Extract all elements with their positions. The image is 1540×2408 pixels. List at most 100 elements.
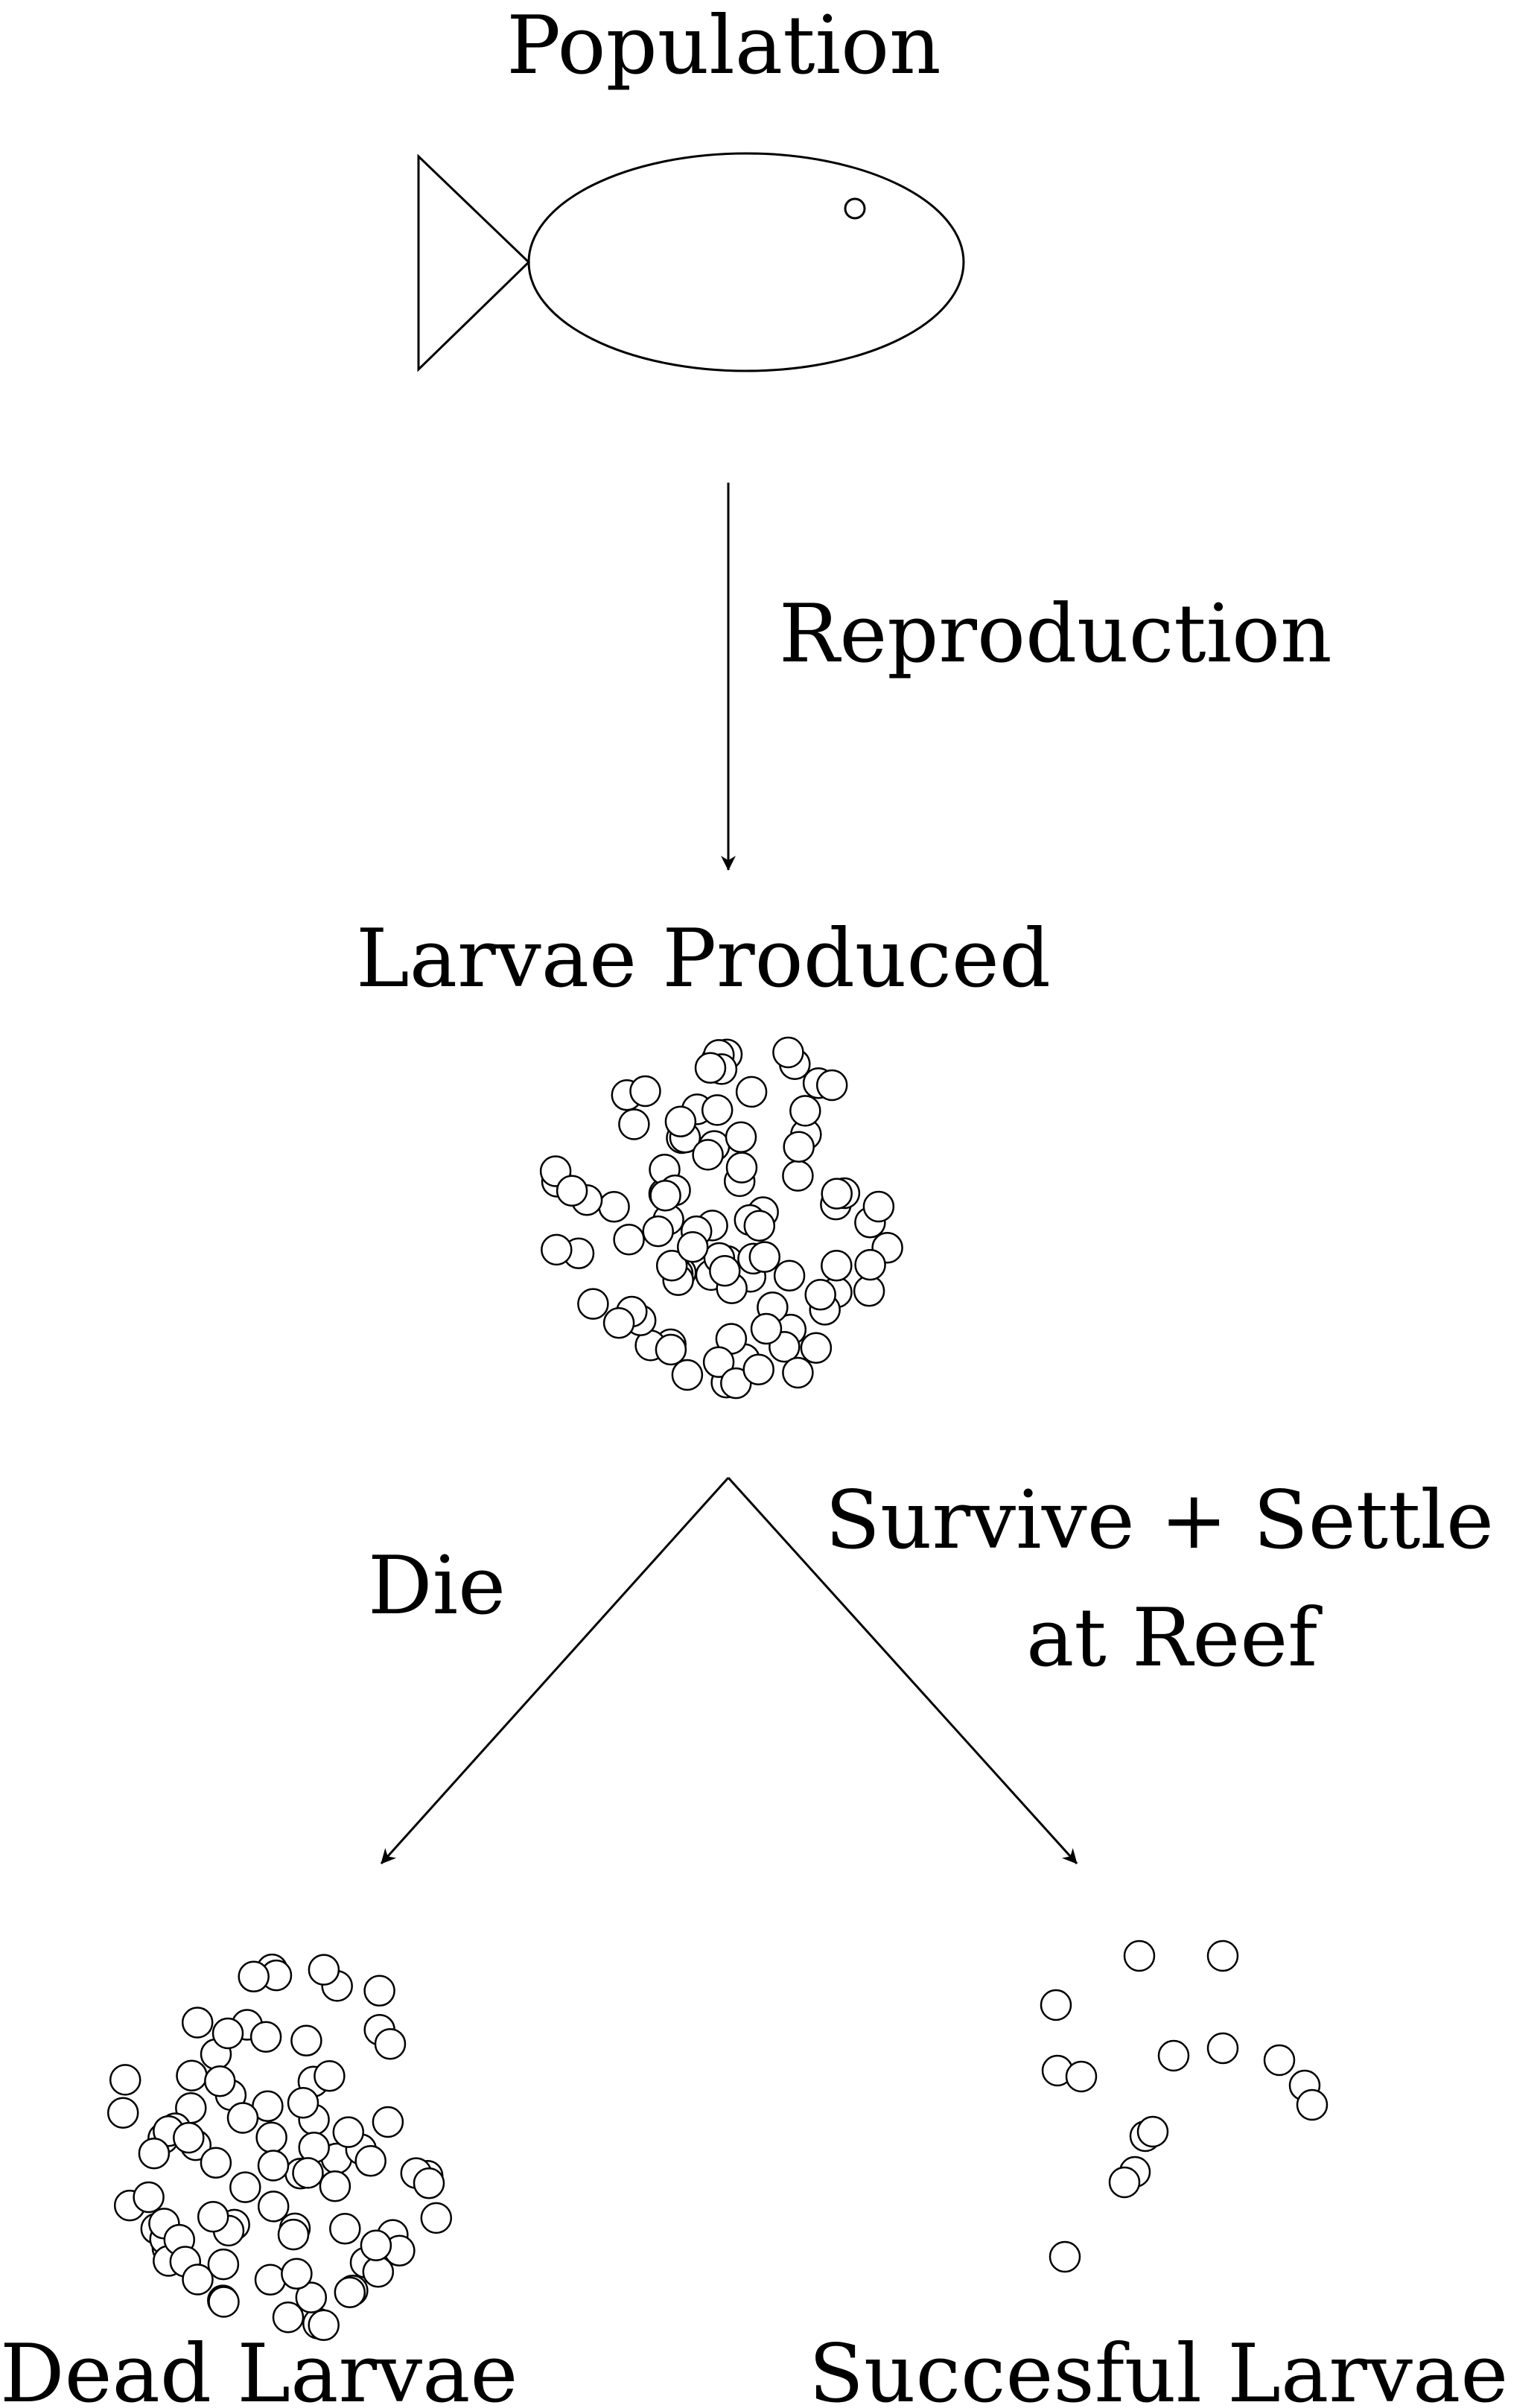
larva-dot: [821, 1178, 853, 1210]
larva-dot: [671, 1359, 704, 1391]
dead-larva-dot: [372, 2106, 404, 2138]
larva-dot: [725, 1151, 758, 1184]
successful-larva-dot: [1263, 2044, 1296, 2077]
larva-dot: [694, 1052, 727, 1084]
dead-larva-dot: [362, 2255, 395, 2288]
dead-larva-dot: [413, 2167, 445, 2199]
dead-larva-dot: [106, 2097, 139, 2129]
dead-larva-dot: [208, 2286, 240, 2318]
larva-dot: [821, 1250, 853, 1282]
successful-larva-dot: [1206, 2032, 1239, 2065]
fish-icon: [417, 152, 965, 372]
larva-dot: [743, 1210, 776, 1242]
dead-larva-dot: [374, 2027, 407, 2060]
larva-dot: [748, 1241, 781, 1273]
successful-larva-dot: [1206, 1940, 1239, 1972]
dead-larva-dot: [181, 2007, 214, 2039]
larva-dot: [789, 1095, 821, 1127]
dead-larva-dot: [249, 2021, 282, 2053]
successful-larva-dot: [1065, 2060, 1098, 2093]
successful-larva-dot: [1136, 2115, 1169, 2148]
successful-larvae-cluster: [1040, 1940, 1329, 2273]
dead-larva-dot: [204, 2065, 236, 2097]
dead-larva-dot: [332, 2116, 365, 2148]
larva-dot: [655, 1249, 688, 1282]
larva-dot: [735, 1076, 768, 1108]
larva-dot: [649, 1179, 681, 1212]
die-arrow: [380, 1476, 730, 1865]
dead-larva-dot: [308, 2309, 340, 2342]
larvae-produced-cluster: [539, 1036, 903, 1400]
successful-larva-dot: [1049, 2240, 1081, 2273]
successful-larva-dot: [1123, 1940, 1156, 1972]
dead-larva-dot: [173, 2121, 205, 2154]
dead-larva-dot: [255, 2121, 287, 2153]
larva-dot: [598, 1191, 630, 1223]
dead-larva-dot: [176, 2059, 208, 2091]
reproduction-label: Reproduction: [779, 588, 1332, 681]
dead-larva-dot: [281, 2258, 313, 2290]
survive-label-line2: at Reef: [1026, 1592, 1323, 1685]
die-label: Die: [368, 1540, 506, 1633]
larva-dot: [854, 1248, 886, 1281]
larva-dot: [804, 1279, 836, 1311]
dead-larvae-cluster: [106, 1953, 453, 2342]
dead-larvae-label: Dead Larvae: [0, 2328, 518, 2408]
larvae-produced-label: Larvae Produced: [356, 912, 1051, 1006]
larva-dot: [702, 1346, 735, 1379]
larva-dot: [782, 1160, 814, 1192]
larva-dot: [782, 1356, 814, 1389]
dead-larva-dot: [182, 2264, 214, 2296]
successful-larvae-label: Succesful Larvae: [809, 2328, 1508, 2408]
dead-larva-dot: [287, 2086, 319, 2119]
larva-dot: [725, 1121, 757, 1154]
larva-dot: [602, 1306, 635, 1339]
successful-larva-dot: [1108, 2166, 1141, 2199]
larva-dot: [613, 1223, 645, 1256]
larva-dot: [772, 1036, 804, 1069]
successful-larva-dot: [1040, 1989, 1072, 2021]
larva-dot: [773, 1259, 806, 1292]
dead-larva-dot: [229, 2171, 261, 2203]
successful-larva-dot: [1296, 2088, 1329, 2121]
dead-larva-dot: [354, 2145, 386, 2177]
dead-larva-dot: [257, 2191, 290, 2223]
dead-larva-dot: [360, 2229, 392, 2261]
dead-larva-dot: [295, 2281, 328, 2313]
larva-dot: [692, 1139, 724, 1171]
larva-dot: [815, 1069, 848, 1102]
dead-larva-dot: [292, 2157, 324, 2189]
dead-larva-dot: [319, 2170, 351, 2202]
dead-larva-dot: [314, 2060, 346, 2092]
dead-larva-dot: [277, 2218, 310, 2251]
dead-larva-dot: [207, 2248, 240, 2281]
dead-larva-dot: [197, 2200, 229, 2233]
larva-dot: [642, 1215, 674, 1248]
dead-larva-dot: [308, 1954, 340, 1986]
dead-larva-dot: [238, 1960, 270, 1993]
dead-larva-dot: [254, 2264, 287, 2296]
larva-dot: [750, 1312, 783, 1345]
dead-larva-dot: [109, 2064, 141, 2096]
larva-dot: [709, 1254, 741, 1287]
larva-dot: [618, 1108, 650, 1140]
dead-larva-dot: [272, 2301, 305, 2334]
successful-larva-dot: [1157, 2039, 1190, 2072]
larva-dot: [541, 1233, 573, 1266]
fish-body: [527, 152, 965, 372]
dead-larva-dot: [226, 2102, 259, 2134]
dead-larva-dot: [329, 2213, 361, 2245]
dead-larva-dot: [257, 2150, 290, 2182]
larva-dot: [577, 1288, 609, 1320]
dead-larva-dot: [420, 2202, 453, 2234]
fish-eye: [844, 197, 866, 220]
population-label: Population: [506, 0, 941, 92]
dead-larva-dot: [133, 2181, 165, 2214]
larva-dot: [853, 1275, 885, 1307]
larva-dot: [629, 1075, 661, 1108]
larva-dot: [783, 1131, 815, 1163]
larva-dot: [676, 1231, 709, 1263]
dead-larva-dot: [363, 1975, 395, 2007]
survive-label-line1: Survive + Settle: [825, 1474, 1494, 1567]
